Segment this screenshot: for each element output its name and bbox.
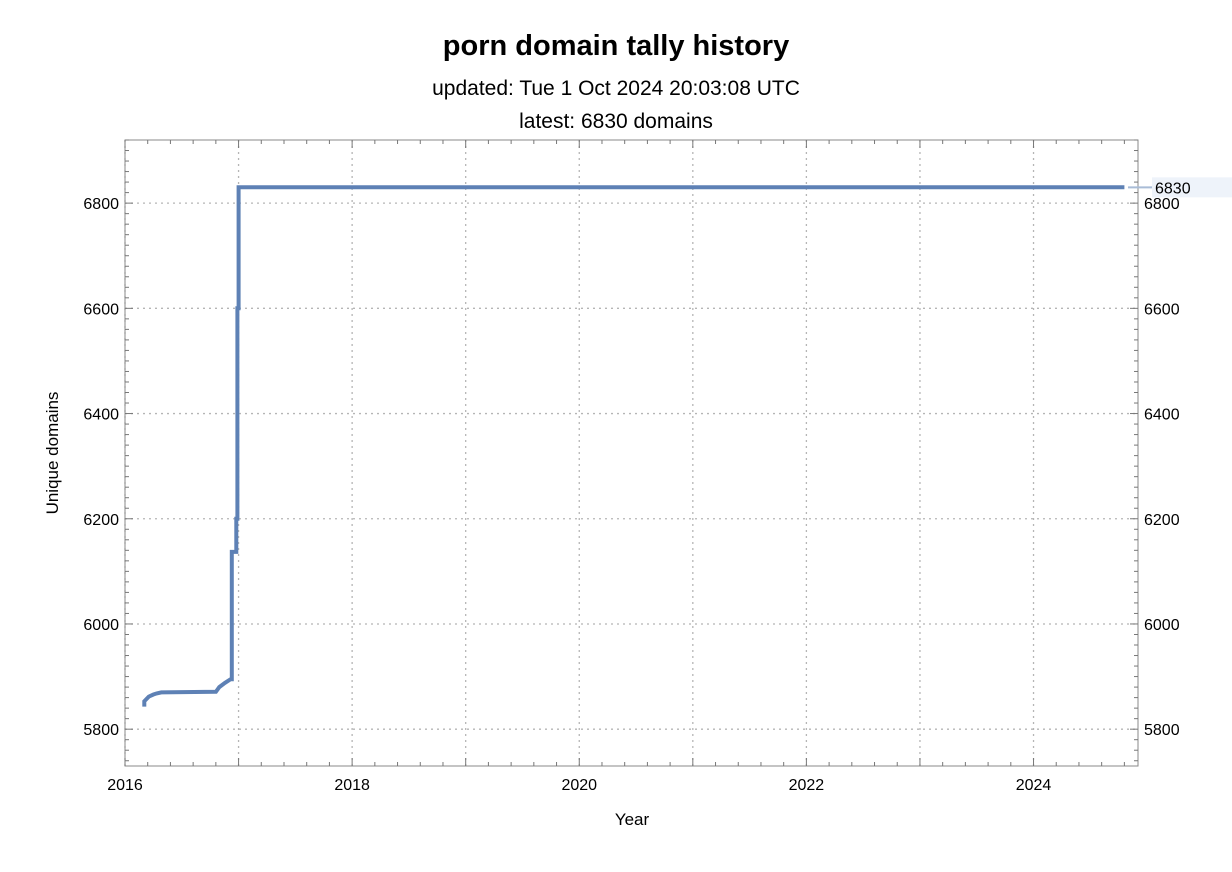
y-tick-label-left-6200: 6200 [83, 512, 119, 529]
y-tick-label-right-6000: 6000 [1144, 617, 1180, 634]
x-tick-label-2024: 2024 [1016, 777, 1052, 794]
y-tick-label-right-6600: 6600 [1144, 301, 1180, 318]
y-axis-label: Unique domains [43, 392, 62, 515]
y-tick-label-left-6800: 6800 [83, 196, 119, 213]
y-tick-label-right-6800: 6800 [1144, 196, 1180, 213]
chart-subtitle-latest: latest: 6830 domains [519, 110, 713, 133]
y-tick-label-left-6000: 6000 [83, 617, 119, 634]
plot-frame [124, 139, 1139, 767]
end-value-label-bg [1152, 177, 1232, 198]
y-tick-label-right-5800: 5800 [1144, 722, 1180, 739]
y-tick-label-right-6400: 6400 [1144, 407, 1180, 424]
grid-lines [124, 140, 1138, 766]
chart-title: porn domain tally history [442, 30, 790, 62]
x-tick-label-2020: 2020 [561, 777, 597, 794]
series-line-0 [142, 185, 1125, 707]
y-tick-label-left-5800: 5800 [83, 722, 119, 739]
plot-border [124, 139, 1139, 767]
x-tick-label-2018: 2018 [334, 777, 370, 794]
x-axis-label: Year [615, 810, 650, 829]
x-tick-label-2022: 2022 [789, 777, 825, 794]
series-group: 6830 [142, 177, 1232, 707]
end-value-label: 6830 [1155, 180, 1191, 197]
x-tick-label-2016: 2016 [107, 777, 143, 794]
tick-labels: 2016 2018 2020 2022 2024 5800 5800 6000 6000 6200… [83, 196, 1179, 794]
y-tick-label-right-6200: 6200 [1144, 512, 1180, 529]
axis-ticks [124, 139, 1138, 766]
y-tick-label-left-6400: 6400 [83, 407, 119, 424]
chart-subtitle-updated: updated: Tue 1 Oct 2024 20:03:08 UTC [432, 77, 800, 100]
y-tick-label-left-6600: 6600 [83, 301, 119, 318]
